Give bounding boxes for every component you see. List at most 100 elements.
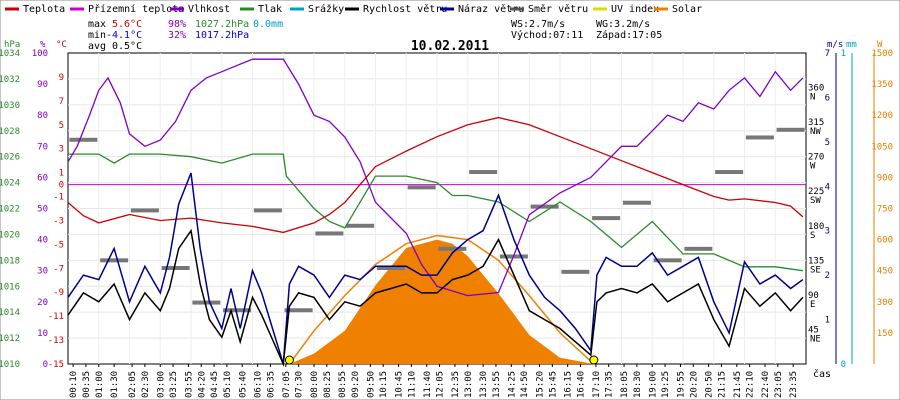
left-axis-unit: hPa (4, 40, 20, 50)
sunrise-time: Východ:07:11 (511, 29, 583, 41)
plot-area (67, 58, 805, 367)
x-tick-label: 20:50 (705, 371, 715, 398)
wind-direction-mark (561, 269, 590, 274)
stat-max-hum: 98% (168, 19, 186, 30)
right-axis-tick: 5 (825, 138, 830, 148)
right-axis-tick: 6 (825, 93, 830, 103)
right-axis-tick: 7 (825, 49, 830, 59)
x-tick-label: 16:15 (564, 371, 574, 398)
x-tick-label: 02:30 (141, 371, 151, 398)
left-axis-tick: 3 (59, 145, 64, 155)
x-tick-label: 12:05 (436, 371, 446, 398)
right-axis-tick: 1050 (871, 142, 893, 152)
left-axis-tick: -13 (48, 336, 64, 346)
direction-label: NE (810, 334, 821, 344)
right-axis-tick: 3 (825, 227, 830, 237)
left-axis-tick: 1 (59, 169, 64, 179)
x-tick-label: 22:40 (761, 371, 771, 398)
x-tick-label: 13:00 (464, 371, 474, 398)
left-axis-tick: -1 (53, 193, 64, 203)
left-axis-tick: 70 (37, 142, 48, 152)
stat-max-temp: 5.6°C (112, 19, 142, 30)
right-axis-tick: 1 (825, 316, 830, 326)
x-tick-label: 18:05 (620, 371, 630, 398)
wind-direction-mark (684, 246, 713, 251)
legend-label: Tlak (258, 4, 282, 15)
wind-direction-mark (253, 208, 282, 213)
temperature-line (67, 116, 804, 234)
wind-direction-mark (622, 200, 651, 205)
direction-tick: 90 (808, 291, 819, 301)
sunset-time: Západ:17:05 (596, 29, 662, 41)
direction-tick: 135 (808, 256, 824, 266)
right-axis-tick: 1500 (871, 49, 893, 59)
left-axis-tick: 90 (37, 80, 48, 90)
wind-direction-mark (469, 170, 498, 175)
x-tick-label: 07:05 (282, 371, 292, 398)
x-axis-label: čas (813, 368, 831, 380)
x-tick-label: 08:25 (323, 371, 333, 398)
wind-speed-avg: WS:2.7m/s (511, 19, 565, 30)
wind-direction-mark (438, 246, 467, 251)
x-tick-label: 06:35 (266, 371, 276, 398)
left-axis-tick: 60 (37, 173, 48, 183)
wind-gust-avg: WG:3.2m/s (596, 19, 650, 30)
left-axis-tick: 50 (37, 205, 48, 215)
stats-panel: max 5.6°C 98% 1027.2hPa 0.0mm min -4.1°C… (88, 19, 662, 52)
left-axis-unit: °C (56, 40, 67, 50)
left-axis-tick: -3 (53, 216, 64, 226)
left-axis-tick: 1026 (0, 153, 20, 163)
direction-label: W (810, 162, 816, 172)
x-tick-label: 00:35 (82, 371, 92, 398)
legend-label: Srážky (308, 3, 344, 15)
x-tick-label: 01:00 (95, 371, 105, 398)
direction-tick: 315 (808, 118, 824, 128)
stat-max-label: max (88, 19, 106, 30)
humidity-line (67, 58, 804, 297)
left-axis-tick: -9 (53, 288, 64, 298)
x-tick-label: 21:45 (733, 371, 743, 398)
left-axis-tick: -15 (48, 360, 64, 370)
left-axis-unit: % (40, 40, 46, 50)
left-axis-tick: 1030 (0, 101, 20, 111)
x-tick-label: 15:45 (548, 371, 558, 398)
x-tick-label: 23:35 (789, 371, 799, 398)
left-axis-tick: 20 (37, 298, 48, 308)
x-tick-label: 23:05 (774, 371, 784, 398)
left-axis-tick: -11 (48, 312, 64, 322)
x-tick-label: 18:30 (633, 371, 643, 398)
chart-title: 10.02.2011 (411, 39, 489, 54)
direction-tick: 270 (808, 153, 824, 163)
legend-label: Rychlost větru (363, 3, 447, 15)
wind-direction-mark (407, 185, 436, 190)
x-tick-label: 14:50 (520, 371, 530, 398)
x-tick-label: 11:10 (407, 371, 417, 398)
x-tick-label: 03:00 (156, 371, 166, 398)
x-tick-label: 10:15 (379, 371, 389, 398)
right-axis-tick: 450 (877, 267, 893, 277)
right-axis-tick: 300 (877, 298, 893, 308)
wind-direction-mark (745, 135, 774, 140)
left-axis-tick: 5 (59, 121, 64, 131)
x-tick-label: 04:45 (210, 371, 220, 398)
x-tick-label: 16:40 (577, 371, 587, 398)
left-axis-tick: 1016 (0, 282, 20, 292)
wind-direction-mark (223, 308, 252, 313)
wind-gust-line (67, 172, 804, 365)
left-axis-tick: 1012 (0, 334, 20, 344)
axes: hPa1034103210301028102610241022102010181… (0, 40, 893, 398)
right-axis-tick: 0 (841, 360, 846, 370)
x-tick-label: 17:10 (592, 371, 602, 398)
direction-label: S (810, 231, 815, 241)
left-axis-tick: 100 (32, 49, 48, 59)
stat-max-rain: 0.0mm (253, 19, 283, 30)
direction-tick: 45 (808, 325, 819, 335)
x-tick-label: 03:55 (184, 371, 194, 398)
legend-label: UV index (611, 4, 659, 15)
left-axis-tick: 40 (37, 236, 48, 246)
x-tick-label: 08:00 (310, 371, 320, 398)
left-axis-tick: 0 (43, 360, 48, 370)
x-tick-label: 22:10 (746, 371, 756, 398)
left-axis-tick: 1034 (0, 49, 20, 59)
